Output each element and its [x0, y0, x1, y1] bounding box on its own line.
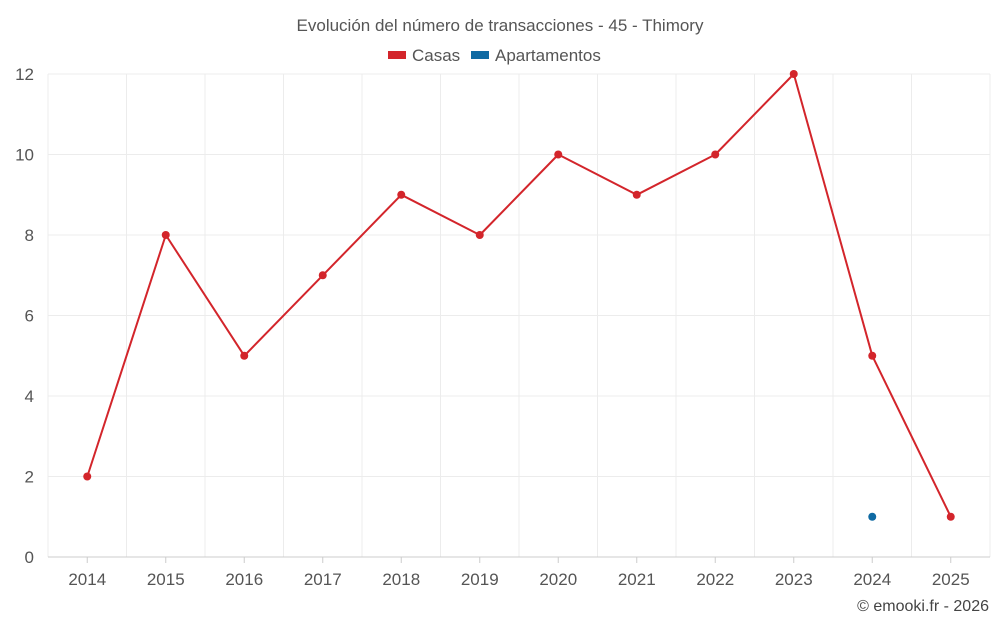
data-point-casas-2025[interactable] [946, 512, 955, 521]
x-tick-labels: 2014 2015 2016 2017 2018 2019 2020 2021 2022 2023… [68, 570, 969, 589]
x-tick-label: 2024 [853, 570, 891, 589]
x-tick-label: 2018 [382, 570, 420, 589]
legend-swatch-casas [388, 51, 406, 59]
legend-swatch-apartamentos [471, 51, 489, 59]
legend-item-casas[interactable]: Casas [388, 46, 460, 65]
x-tick-label: 2023 [775, 570, 813, 589]
data-point-casas-2023[interactable] [789, 70, 798, 78]
x-tick-label: 2025 [932, 570, 970, 589]
x-tick-label: 2021 [618, 570, 656, 589]
data-point-casas-2015[interactable] [161, 231, 170, 239]
data-point-casas-2017[interactable] [318, 271, 327, 280]
data-point-casas-2022[interactable] [711, 150, 720, 159]
gridlines [47, 73, 991, 557]
y-tick-label: 10 [15, 146, 34, 165]
y-tick-label: 6 [25, 307, 34, 326]
data-point-casas-2021[interactable] [632, 190, 641, 199]
legend: Casas Apartamentos [388, 46, 601, 65]
footer-credit: © emooki.fr - 2026 [857, 598, 989, 615]
y-tick-label: 4 [25, 387, 34, 406]
x-tick-label: 2016 [225, 570, 263, 589]
legend-label-casas: Casas [412, 46, 460, 65]
series-group [83, 70, 955, 521]
data-point-casas-2020[interactable] [554, 150, 563, 159]
chart-title: Evolución del número de transacciones - … [297, 16, 704, 35]
data-point-apartamentos-2024[interactable] [868, 512, 877, 521]
x-tick-label: 2022 [696, 570, 734, 589]
legend-label-apartamentos: Apartamentos [495, 46, 601, 65]
data-point-casas-2018[interactable] [397, 190, 406, 199]
data-point-casas-2016[interactable] [240, 351, 249, 360]
y-tick-labels: 0 2 4 6 8 10 12 [15, 65, 34, 567]
x-tick-label: 2015 [147, 570, 185, 589]
x-tick-label: 2019 [461, 570, 499, 589]
x-tick-label: 2014 [68, 570, 106, 589]
y-tick-label: 12 [15, 65, 34, 84]
legend-item-apartamentos[interactable]: Apartamentos [471, 46, 601, 65]
y-tick-label: 8 [25, 226, 34, 245]
data-point-casas-2019[interactable] [475, 231, 484, 239]
y-tick-label: 0 [25, 548, 34, 567]
axes [48, 556, 990, 563]
series-line-casas [86, 73, 952, 518]
data-point-casas-2024[interactable] [868, 351, 877, 360]
y-tick-label: 2 [25, 468, 34, 487]
x-tick-label: 2017 [304, 570, 342, 589]
x-tick-label: 2020 [539, 570, 577, 589]
data-point-casas-2014[interactable] [83, 472, 92, 481]
